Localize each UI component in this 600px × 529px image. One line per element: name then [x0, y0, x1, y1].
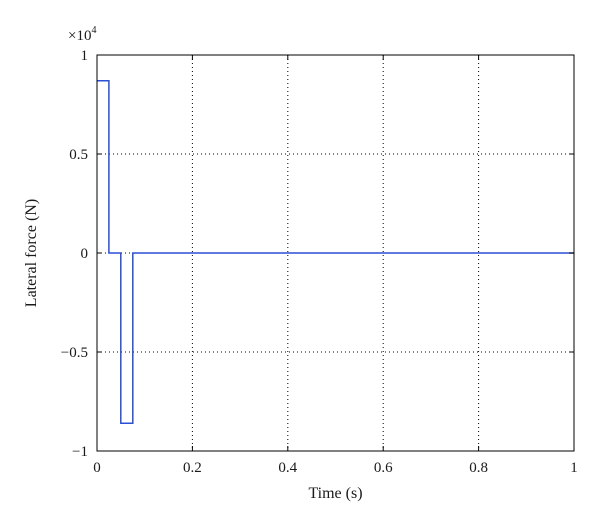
x-tick-label: 0.4	[278, 460, 297, 476]
y-exponent-base: ×10	[68, 28, 91, 44]
x-tick-label: 0	[93, 460, 101, 476]
x-tick-labels: 0 0.2 0.4 0.6 0.8 1	[93, 460, 578, 476]
series-line	[97, 79, 574, 425]
y-axis-label: Lateral force (N)	[23, 199, 40, 307]
y-tick-label: −0.5	[61, 345, 88, 361]
x-tick-label: 0.2	[183, 460, 202, 476]
y-tick-label: 1	[81, 48, 89, 64]
y-exponent-label: ×104	[68, 25, 96, 44]
series-layer	[97, 79, 574, 425]
x-tick-label: 1	[570, 460, 578, 476]
x-axis-label: Time (s)	[308, 485, 362, 502]
y-exponent-power: 4	[91, 25, 96, 36]
y-tick-labels: −1 −0.5 0 0.5 1	[61, 48, 88, 460]
y-tick-label: 0.5	[69, 147, 88, 163]
y-tick-label: −1	[72, 444, 88, 460]
x-tick-label: 0.6	[374, 460, 393, 476]
y-tick-label: 0	[81, 246, 89, 262]
x-tick-label: 0.8	[469, 460, 488, 476]
tick-marks	[96, 54, 575, 452]
